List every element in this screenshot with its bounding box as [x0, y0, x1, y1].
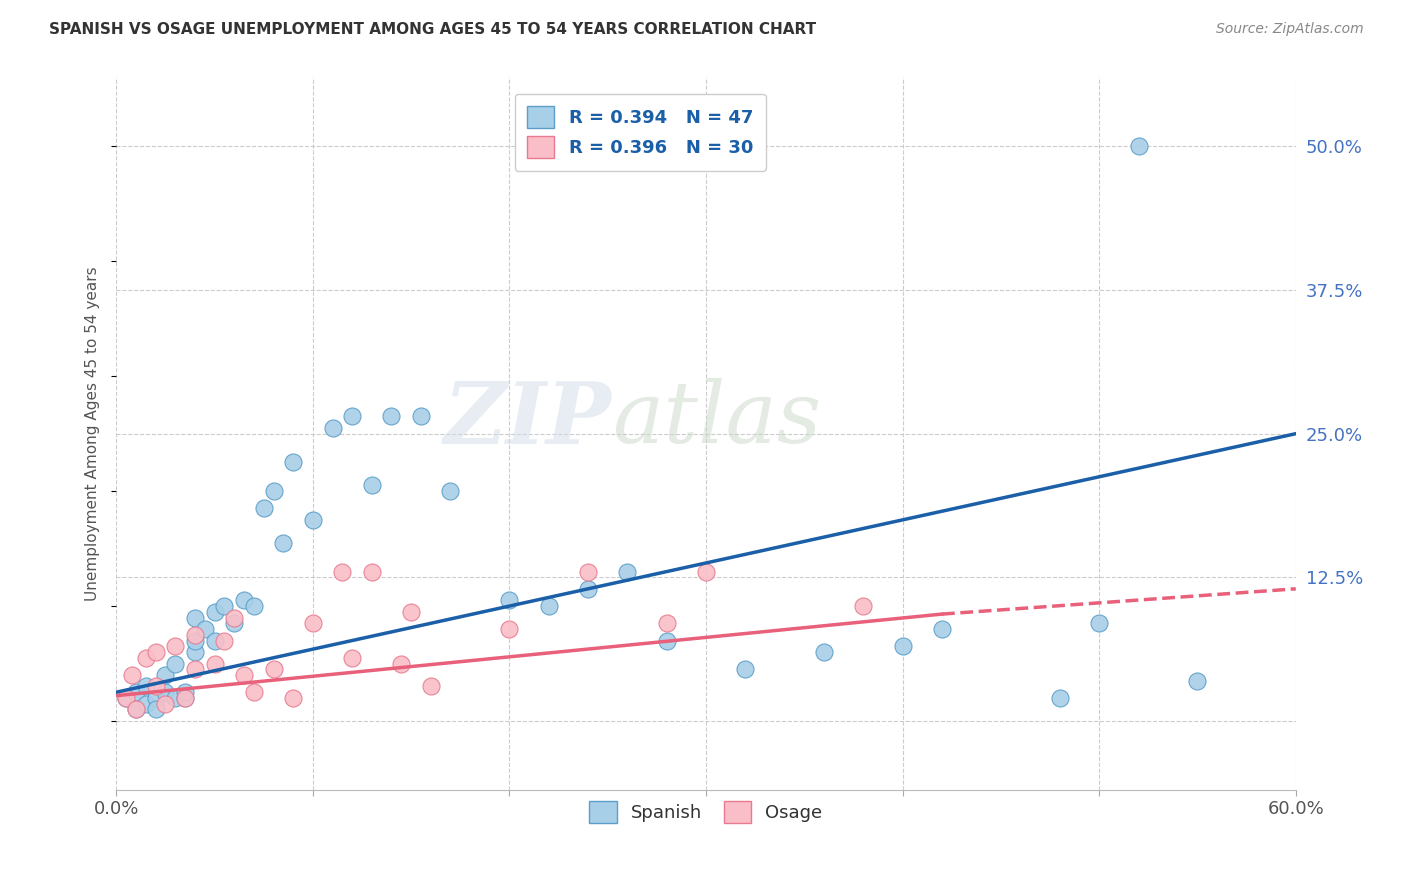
- Point: [165, 690, 187, 705]
- Point: [174, 690, 197, 705]
- Point: [931, 622, 953, 636]
- Point: [253, 501, 276, 516]
- Point: [576, 582, 599, 596]
- Point: [330, 565, 353, 579]
- Point: [360, 565, 382, 579]
- Point: [204, 605, 226, 619]
- Point: [283, 690, 305, 705]
- Point: [655, 633, 678, 648]
- Point: [655, 616, 678, 631]
- Point: [121, 668, 143, 682]
- Point: [184, 662, 207, 676]
- Point: [537, 599, 560, 613]
- Point: [734, 662, 756, 676]
- Point: [214, 633, 236, 648]
- Point: [389, 657, 412, 671]
- Point: [233, 593, 256, 607]
- Point: [165, 640, 187, 654]
- Point: [439, 484, 461, 499]
- Text: SPANISH VS OSAGE UNEMPLOYMENT AMONG AGES 45 TO 54 YEARS CORRELATION CHART: SPANISH VS OSAGE UNEMPLOYMENT AMONG AGES…: [49, 22, 817, 37]
- Point: [135, 680, 157, 694]
- Point: [145, 690, 167, 705]
- Point: [174, 685, 197, 699]
- Point: [145, 645, 167, 659]
- Point: [498, 593, 520, 607]
- Text: Source: ZipAtlas.com: Source: ZipAtlas.com: [1216, 22, 1364, 37]
- Point: [340, 650, 363, 665]
- Point: [184, 628, 207, 642]
- Point: [263, 484, 285, 499]
- Point: [263, 662, 285, 676]
- Point: [695, 565, 717, 579]
- Point: [135, 650, 157, 665]
- Point: [243, 599, 266, 613]
- Point: [399, 605, 422, 619]
- Point: [852, 599, 875, 613]
- Point: [204, 657, 226, 671]
- Point: [302, 616, 325, 631]
- Text: atlas: atlas: [612, 378, 821, 461]
- Point: [145, 702, 167, 716]
- Point: [1088, 616, 1111, 631]
- Point: [498, 622, 520, 636]
- Point: [155, 668, 177, 682]
- Point: [321, 421, 343, 435]
- Point: [155, 685, 177, 699]
- Point: [1128, 139, 1150, 153]
- Point: [340, 409, 363, 424]
- Point: [1049, 690, 1071, 705]
- Point: [184, 645, 207, 659]
- Point: [409, 409, 432, 424]
- Point: [302, 513, 325, 527]
- Point: [155, 697, 177, 711]
- Point: [204, 633, 226, 648]
- Point: [813, 645, 835, 659]
- Point: [273, 536, 295, 550]
- Point: [891, 640, 914, 654]
- Point: [360, 478, 382, 492]
- Point: [135, 697, 157, 711]
- Point: [214, 599, 236, 613]
- Point: [125, 685, 148, 699]
- Point: [380, 409, 402, 424]
- Y-axis label: Unemployment Among Ages 45 to 54 years: Unemployment Among Ages 45 to 54 years: [86, 267, 100, 601]
- Point: [115, 690, 138, 705]
- Point: [145, 680, 167, 694]
- Point: [115, 690, 138, 705]
- Point: [616, 565, 638, 579]
- Point: [125, 702, 148, 716]
- Point: [419, 680, 441, 694]
- Legend: Spanish, Osage: Spanish, Osage: [579, 790, 834, 834]
- Point: [184, 610, 207, 624]
- Point: [283, 455, 305, 469]
- Point: [165, 657, 187, 671]
- Point: [174, 690, 197, 705]
- Point: [184, 633, 207, 648]
- Point: [576, 565, 599, 579]
- Text: ZIP: ZIP: [444, 377, 612, 461]
- Point: [194, 622, 217, 636]
- Point: [233, 668, 256, 682]
- Point: [243, 685, 266, 699]
- Point: [125, 702, 148, 716]
- Point: [1187, 673, 1209, 688]
- Point: [224, 610, 246, 624]
- Point: [224, 616, 246, 631]
